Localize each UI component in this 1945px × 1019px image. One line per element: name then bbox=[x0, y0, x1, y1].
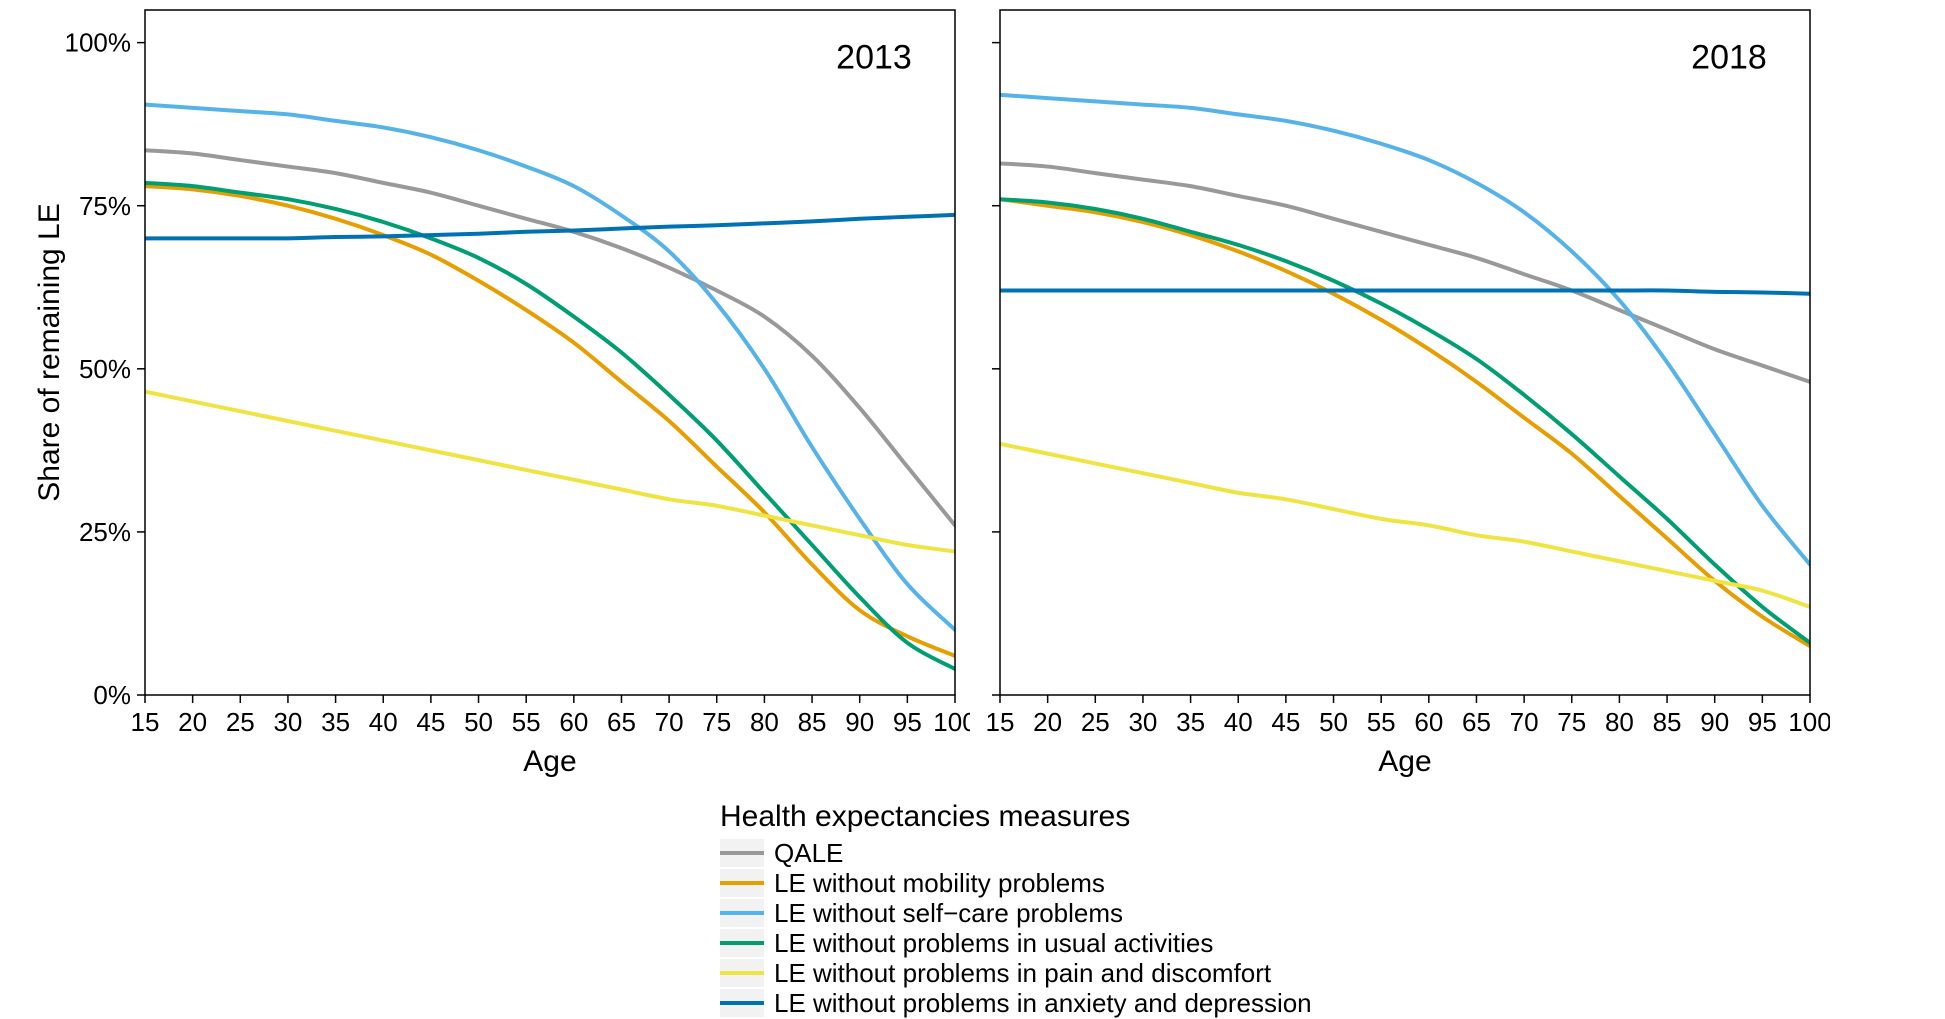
y-axis-label: Share of remaining LE bbox=[33, 203, 66, 502]
legend-item-mobility: LE without mobility problems bbox=[720, 868, 1312, 898]
y-tick-label: 75% bbox=[79, 191, 131, 221]
x-tick-label: 100 bbox=[933, 707, 970, 737]
series-line-pain bbox=[1000, 444, 1810, 607]
series-line-selfcare bbox=[145, 105, 955, 630]
x-tick-label: 50 bbox=[464, 707, 493, 737]
x-tick-label: 30 bbox=[1128, 707, 1157, 737]
legend-items: QALELE without mobility problemsLE witho… bbox=[720, 838, 1312, 1018]
x-tick-label: 45 bbox=[416, 707, 445, 737]
x-tick-label: 70 bbox=[1510, 707, 1539, 737]
x-tick-label: 80 bbox=[1605, 707, 1634, 737]
x-tick-label: 65 bbox=[1462, 707, 1491, 737]
x-tick-label: 40 bbox=[1224, 707, 1253, 737]
panel-title: 2013 bbox=[836, 39, 912, 77]
legend-label: LE without problems in pain and discomfo… bbox=[774, 958, 1271, 989]
x-tick-label: 95 bbox=[893, 707, 922, 737]
series-line-qale bbox=[1000, 163, 1810, 382]
legend-label: LE without problems in anxiety and depre… bbox=[774, 988, 1312, 1019]
legend-item-anxiety: LE without problems in anxiety and depre… bbox=[720, 988, 1312, 1018]
series-line-mobility bbox=[145, 186, 955, 656]
legend-swatch bbox=[720, 869, 764, 897]
x-axis-label: Age bbox=[1378, 745, 1431, 778]
series-line-anxiety bbox=[1000, 290, 1810, 293]
x-tick-label: 75 bbox=[1557, 707, 1586, 737]
y-tick-label: 0% bbox=[93, 680, 131, 710]
x-tick-label: 85 bbox=[1653, 707, 1682, 737]
x-tick-label: 95 bbox=[1748, 707, 1777, 737]
legend-swatch bbox=[720, 839, 764, 867]
x-tick-label: 35 bbox=[1176, 707, 1205, 737]
legend-item-usual: LE without problems in usual activities bbox=[720, 928, 1312, 958]
chart-panel-2013: 15 20 25 30 35 40 45 50 55 60 65 70 75 80 85 90 95 100 Age… bbox=[0, 0, 970, 785]
x-tick-label: 15 bbox=[131, 707, 160, 737]
x-tick-label: 100 bbox=[1788, 707, 1830, 737]
panel-title: 2018 bbox=[1691, 39, 1767, 77]
legend-swatch bbox=[720, 959, 764, 987]
x-tick-label: 35 bbox=[321, 707, 350, 737]
x-tick-label: 30 bbox=[273, 707, 302, 737]
legend-swatch bbox=[720, 899, 764, 927]
x-tick-label: 85 bbox=[798, 707, 827, 737]
x-tick-label: 60 bbox=[1414, 707, 1443, 737]
x-tick-label: 55 bbox=[1367, 707, 1396, 737]
x-tick-label: 25 bbox=[1081, 707, 1110, 737]
x-tick-label: 40 bbox=[369, 707, 398, 737]
legend-item-selfcare: LE without self−care problems bbox=[720, 898, 1312, 928]
series-line-usual bbox=[145, 183, 955, 669]
chart-panel-2018: 15 20 25 30 35 40 45 50 55 60 65 70 75 80 85 90 95 100 Age… bbox=[970, 0, 1830, 785]
x-tick-label: 90 bbox=[845, 707, 874, 737]
x-tick-label: 60 bbox=[559, 707, 588, 737]
x-tick-label: 20 bbox=[1033, 707, 1062, 737]
x-tick-label: 50 bbox=[1319, 707, 1348, 737]
legend-label: LE without problems in usual activities bbox=[774, 928, 1213, 959]
series-line-selfcare bbox=[1000, 95, 1810, 565]
x-tick-label: 65 bbox=[607, 707, 636, 737]
x-tick-label: 90 bbox=[1700, 707, 1729, 737]
series-line-mobility bbox=[1000, 199, 1810, 646]
legend-swatch bbox=[720, 929, 764, 957]
x-tick-label: 25 bbox=[226, 707, 255, 737]
x-tick-label: 75 bbox=[702, 707, 731, 737]
y-tick-label: 25% bbox=[79, 517, 131, 547]
series-line-qale bbox=[145, 150, 955, 525]
legend-title: Health expectancies measures bbox=[720, 800, 1312, 834]
x-tick-label: 20 bbox=[178, 707, 207, 737]
x-tick-label: 45 bbox=[1271, 707, 1300, 737]
y-tick-label: 100% bbox=[65, 28, 132, 58]
legend-item-pain: LE without problems in pain and discomfo… bbox=[720, 958, 1312, 988]
x-tick-label: 70 bbox=[655, 707, 684, 737]
legend-label: LE without mobility problems bbox=[774, 868, 1105, 899]
x-tick-label: 80 bbox=[750, 707, 779, 737]
legend-item-qale: QALE bbox=[720, 838, 1312, 868]
x-tick-label: 15 bbox=[986, 707, 1015, 737]
x-axis-label: Age bbox=[523, 745, 576, 778]
legend: Health expectancies measures QALELE with… bbox=[720, 800, 1312, 1018]
legend-label: QALE bbox=[774, 838, 843, 869]
legend-label: LE without self−care problems bbox=[774, 898, 1123, 929]
x-tick-label: 55 bbox=[512, 707, 541, 737]
legend-swatch bbox=[720, 989, 764, 1017]
series-line-pain bbox=[145, 392, 955, 552]
y-tick-label: 50% bbox=[79, 354, 131, 384]
